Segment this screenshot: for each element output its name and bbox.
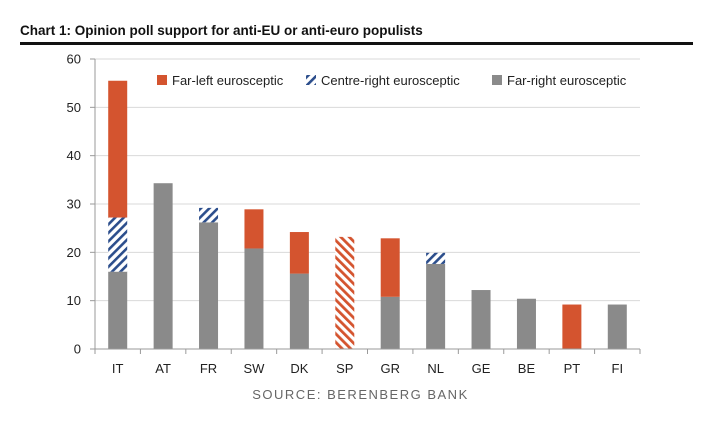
bar-nl-solid-grey xyxy=(426,263,446,349)
bar-be-solid-grey xyxy=(516,298,536,349)
x-tick-label: GR xyxy=(380,361,400,376)
x-tick-label: SW xyxy=(243,361,265,376)
title-divider xyxy=(20,42,693,45)
legend-swatch xyxy=(306,75,316,85)
y-tick-label: 40 xyxy=(67,148,81,163)
source-note: SOURCE: BERENBERG BANK xyxy=(252,387,469,402)
bar-fr-hatched-blue xyxy=(199,207,219,223)
bar-it-hatched-blue xyxy=(108,217,128,272)
bar-fi-solid-grey xyxy=(607,304,627,349)
chart-title: Chart 1: Opinion poll support for anti-E… xyxy=(20,23,423,38)
bar-sw-solid-orange xyxy=(244,209,264,249)
bar-dk-solid-orange xyxy=(289,232,309,274)
legend: Far-left eurosceptic Centre-right eurosce… xyxy=(157,73,627,88)
bar-pt-solid-orange xyxy=(562,304,582,349)
x-tick-label: PT xyxy=(564,361,581,376)
legend-label: Centre-right eurosceptic xyxy=(321,73,460,88)
x-tick-label: SP xyxy=(336,361,353,376)
y-tick-label: 10 xyxy=(67,293,81,308)
x-tick-label: AT xyxy=(155,361,171,376)
y-tick-label: 0 xyxy=(74,342,81,357)
x-tick-label: BE xyxy=(518,361,536,376)
y-tick-label: 30 xyxy=(67,197,81,212)
x-tick-label: DK xyxy=(290,361,308,376)
bars xyxy=(108,80,627,349)
bar-it-solid-orange xyxy=(108,80,128,218)
gridlines xyxy=(95,58,640,302)
bar-gr-solid-orange xyxy=(380,238,400,297)
x-tick-label: FI xyxy=(612,361,624,376)
bar-chart: 0 10 20 30 40 50 60 IT AT FR SW DK SP GR NL GE BE PT FI Fa… xyxy=(67,52,641,376)
bar-ge-solid-grey xyxy=(471,290,491,349)
bar-sp-hatched-orange xyxy=(335,236,355,349)
bar-dk-solid-grey xyxy=(289,273,309,349)
x-tick-label: NL xyxy=(427,361,444,376)
axes: 0 10 20 30 40 50 60 IT AT FR SW DK SP GR NL GE BE PT FI xyxy=(67,52,641,376)
bar-sw-solid-grey xyxy=(244,248,264,349)
y-tick-label: 20 xyxy=(67,245,81,260)
legend-label: Far-left eurosceptic xyxy=(172,73,284,88)
bar-gr-solid-grey xyxy=(380,296,400,349)
legend-swatch xyxy=(492,75,502,85)
bar-it-solid-grey xyxy=(108,271,128,349)
legend-swatch xyxy=(157,75,167,85)
y-tick-label: 50 xyxy=(67,100,81,115)
bar-at-solid-grey xyxy=(153,183,173,349)
bar-nl-hatched-blue xyxy=(426,252,446,264)
x-tick-label: IT xyxy=(112,361,124,376)
legend-label: Far-right eurosceptic xyxy=(507,73,627,88)
x-tick-label: FR xyxy=(200,361,217,376)
bar-fr-solid-grey xyxy=(199,222,219,349)
x-tick-label: GE xyxy=(472,361,491,376)
y-tick-label: 60 xyxy=(67,52,81,67)
